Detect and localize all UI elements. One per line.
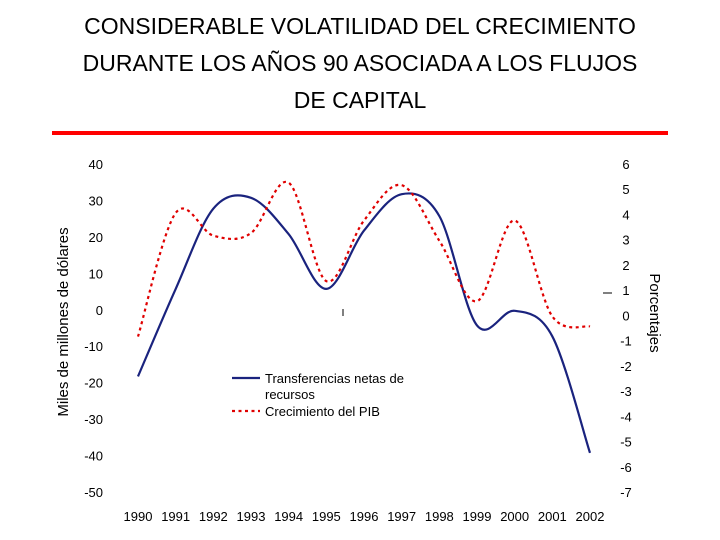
left-tick-label-6: -20	[84, 376, 103, 391]
right-tick-label-13: -7	[620, 485, 632, 500]
legend-label-transferencias-line-2: recursos	[265, 387, 315, 402]
x-tick-label-1991: 1991	[161, 509, 190, 524]
x-tick-label-1998: 1998	[425, 509, 454, 524]
legend-label-crecimiento: Crecimiento del PIB	[265, 404, 380, 419]
title-line-2: DURANTE LOS AÑOS 90 ASOCIADA A LOS FLUJO…	[82, 50, 638, 76]
left-tick-label-4: 0	[96, 303, 103, 318]
right-tick-label-5: 1	[622, 283, 629, 298]
x-tick-label-1996: 1996	[350, 509, 379, 524]
right-tick-label-6: 0	[622, 308, 629, 323]
left-tick-label-1: 30	[89, 193, 103, 208]
right-tick-label-7: -1	[620, 334, 632, 349]
left-axis-ticks: 40 30 20 10 0 -10 -20 -30 -40 -50	[84, 157, 103, 500]
title-line-3: DE CAPITAL	[293, 87, 427, 113]
right-tick-label-4: 2	[622, 258, 629, 273]
right-axis-title: Porcentajes	[646, 273, 663, 352]
x-tick-label-2000: 2000	[500, 509, 529, 524]
title-line-1: CONSIDERABLE VOLATILIDAD DEL CRECIMIENTO	[84, 13, 636, 39]
legend: Transferencias netas de recursos Crecimi…	[232, 371, 404, 419]
left-tick-label-7: -30	[84, 412, 103, 427]
left-tick-label-8: -40	[84, 449, 103, 464]
right-tick-label-2: 4	[622, 207, 629, 222]
left-axis-title: Miles de millones de dólares	[55, 227, 72, 416]
left-tick-label-2: 20	[89, 230, 103, 245]
x-tick-label-2001: 2001	[538, 509, 567, 524]
x-tick-label-2002: 2002	[576, 509, 605, 524]
left-tick-label-0: 40	[89, 157, 103, 172]
right-tick-label-9: -3	[620, 384, 632, 399]
right-tick-label-3: 3	[622, 233, 629, 248]
right-tick-label-12: -6	[620, 460, 632, 475]
x-tick-label-1990: 1990	[124, 509, 153, 524]
series-line-crecimiento-pib	[136, 180, 591, 337]
right-tick-label-0: 6	[622, 157, 629, 172]
chart-title: CONSIDERABLE VOLATILIDAD DEL CRECIMIENTO…	[0, 8, 720, 119]
left-tick-label-5: -10	[84, 339, 103, 354]
right-tick-label-8: -2	[620, 359, 632, 374]
left-tick-label-9: -50	[84, 485, 103, 500]
right-tick-label-1: 5	[622, 182, 629, 197]
legend-label-transferencias-line-1: Transferencias netas de	[265, 371, 404, 386]
x-axis-ticks: 1990 1991 1992 1993 1994 1995 1996 1997 1998 1999…	[124, 509, 605, 524]
x-tick-label-1999: 1999	[463, 509, 492, 524]
right-axis-ticks: 6 5 4 3 2 1 0 -1 -2 -3 -4 -5 -6 -7	[620, 157, 632, 500]
series-line-transferencias	[136, 192, 592, 454]
x-tick-label-1995: 1995	[312, 509, 341, 524]
title-divider	[52, 131, 668, 135]
right-tick-label-11: -5	[620, 435, 632, 450]
x-tick-label-1992: 1992	[199, 509, 228, 524]
x-tick-label-1994: 1994	[274, 509, 303, 524]
left-tick-label-3: 10	[89, 266, 103, 281]
x-tick-label-1993: 1993	[237, 509, 266, 524]
right-tick-label-10: -4	[620, 409, 632, 424]
x-tick-label-1997: 1997	[387, 509, 416, 524]
